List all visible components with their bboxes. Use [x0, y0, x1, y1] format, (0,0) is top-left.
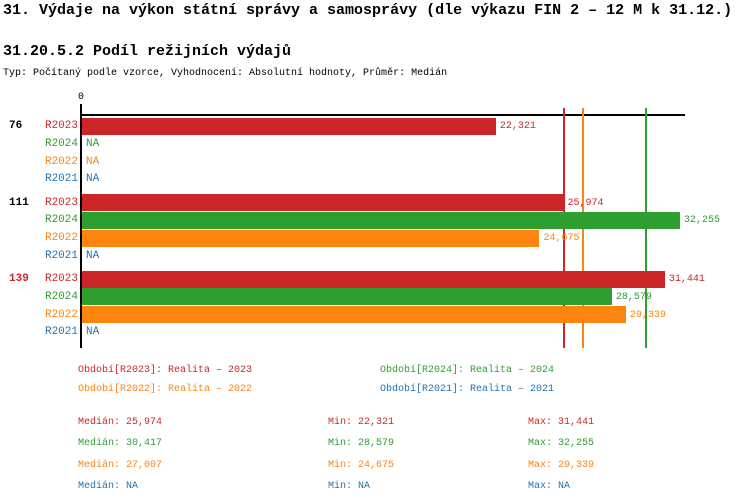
stat-min-r2024: Min: 28,579 [328, 438, 395, 450]
bar-value-label: 31,441 [668, 274, 705, 285]
axis-top-line [80, 114, 685, 116]
group-label: 111 [9, 196, 29, 209]
bar-r2024 [82, 288, 612, 306]
series-row-label-r2022: R2022 [44, 155, 78, 168]
bar-r2023 [82, 270, 665, 288]
legend-item-r2024: Období[R2024]: Realita – 2024 [380, 365, 555, 376]
stat-min-r2022: Min: 24,675 [328, 459, 395, 471]
stat-max-r2024: Max: 32,255 [528, 438, 595, 450]
stat-median-r2021: Medián: NA [78, 480, 139, 492]
bar-value-label: 32,255 [683, 215, 720, 227]
series-row-label-r2023: R2023 [44, 120, 78, 132]
na-label: NA [86, 249, 100, 262]
bar-r2022 [82, 306, 626, 324]
bar-value-label: 28,579 [615, 291, 652, 303]
legend-item-r2023: Období[R2023]: Realita – 2023 [78, 365, 253, 376]
series-row-label-r2021: R2021 [44, 326, 78, 339]
stat-median-r2023: Medián: 25,974 [78, 417, 163, 428]
bar-value-label: 22,321 [499, 121, 536, 132]
stat-min-r2021: Min: NA [328, 480, 371, 492]
stat-median-r2024: Medián: 30,417 [78, 438, 163, 450]
na-label: NA [86, 326, 100, 339]
series-row-label-r2023: R2023 [44, 273, 78, 285]
report-title: 31. Výdaje na výkon státní správy a samo… [3, 2, 733, 19]
series-row-label-r2021: R2021 [44, 249, 78, 262]
bar-value-label: 25,974 [567, 197, 604, 209]
series-row-label-r2022: R2022 [44, 232, 78, 245]
bar-r2023 [82, 117, 496, 135]
group-label: 76 [9, 120, 23, 132]
indicator-subtitle: 31.20.5.2 Podíl režijních výdajů [3, 43, 292, 60]
bar-value-label: 29,339 [629, 309, 666, 321]
series-row-label-r2023: R2023 [44, 196, 78, 209]
stat-median-r2022: Medián: 27,007 [78, 459, 163, 471]
series-row-label-r2021: R2021 [44, 173, 78, 186]
indicator-meta-line: Typ: Počítaný podle vzorce, Vyhodnocení:… [3, 68, 448, 79]
na-label: NA [86, 155, 100, 168]
bar-value-label: 24,675 [543, 233, 580, 245]
na-label: NA [86, 173, 100, 186]
legend-item-r2022: Období[R2022]: Realita – 2022 [78, 384, 253, 395]
axis-zero-label: 0 [77, 92, 84, 103]
bar-r2022 [82, 229, 540, 247]
bar-r2024 [82, 211, 680, 229]
stat-min-r2023: Min: 22,321 [328, 417, 395, 428]
series-row-label-r2024: R2024 [44, 214, 78, 227]
series-row-label-r2024: R2024 [44, 137, 78, 150]
series-row-label-r2022: R2022 [44, 308, 78, 321]
axis-vertical-line [80, 104, 82, 348]
stat-max-r2021: Max: NA [528, 480, 571, 492]
legend-item-r2021: Období[R2021]: Realita – 2021 [380, 384, 555, 395]
bar-r2023 [82, 194, 564, 211]
na-label: NA [86, 137, 100, 150]
stat-max-r2023: Max: 31,441 [528, 417, 595, 428]
group-label: 139 [9, 273, 29, 285]
series-row-label-r2024: R2024 [44, 290, 78, 303]
stat-max-r2022: Max: 29,339 [528, 459, 595, 471]
